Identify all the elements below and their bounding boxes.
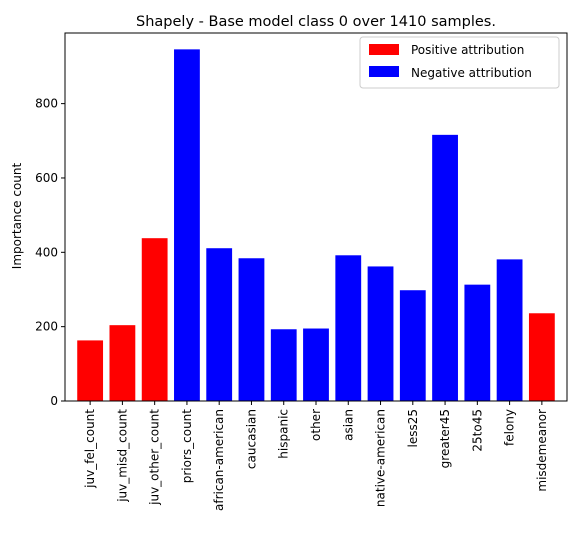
x-tick-label: hispanic <box>277 409 291 459</box>
x-tick-label: less25 <box>406 409 420 448</box>
x-tick-label: greater45 <box>438 409 452 468</box>
x-tick-label: juv_misd_count <box>115 409 129 503</box>
y-tick-label: 800 <box>35 97 58 111</box>
y-tick-label: 0 <box>50 394 58 408</box>
legend-swatch-positive <box>369 44 399 55</box>
x-tick-label: other <box>309 409 323 441</box>
legend-label-negative: Negative attribution <box>411 66 532 80</box>
x-tick-label: priors_count <box>180 409 194 484</box>
x-axis-ticks: juv_fel_count juv_misd_count juv_other_cou… <box>83 401 549 511</box>
legend-box <box>359 36 560 89</box>
legend: Positive attribution Negative attributio… <box>359 36 560 89</box>
y-axis-ticks: 0 200 400 600 800 <box>35 97 65 408</box>
x-tick-label: felony <box>503 409 517 446</box>
bar-african-american <box>206 248 233 401</box>
x-tick-label: caucasian <box>244 409 258 469</box>
y-axis-label: Importance count <box>10 162 24 269</box>
bar-felony <box>496 259 523 401</box>
bar-juv_other_count <box>141 238 168 401</box>
x-tick-label: asian <box>341 409 355 441</box>
bars <box>77 49 555 402</box>
x-tick-label: juv_fel_count <box>83 409 97 489</box>
legend-swatch-negative <box>369 66 399 77</box>
x-tick-label: african-american <box>212 409 226 511</box>
x-tick-label: juv_other_count <box>148 409 162 506</box>
bar-greater45 <box>432 134 458 401</box>
bar-less25 <box>399 290 426 401</box>
legend-label-positive: Positive attribution <box>411 43 524 57</box>
chart-title: Shapely - Base model class 0 over 1410 s… <box>136 14 496 30</box>
y-tick-label: 400 <box>35 245 58 259</box>
bar-hispanic <box>270 329 297 401</box>
y-tick-label: 600 <box>35 171 58 185</box>
bar-native-american <box>367 266 394 401</box>
plot-frame <box>64 32 568 402</box>
x-tick-label: misdemeanor <box>535 409 549 492</box>
bar-25to45 <box>464 284 491 401</box>
bar-misdemeanor <box>528 313 555 401</box>
bar-asian <box>335 255 362 401</box>
y-tick-label: 200 <box>35 320 58 334</box>
bar-caucasian <box>238 258 265 401</box>
bar-priors_count <box>174 49 200 402</box>
x-tick-label: native-american <box>374 409 388 507</box>
bar-other <box>303 328 329 401</box>
bar-juv_fel_count <box>77 340 104 401</box>
x-tick-label: 25to45 <box>470 409 484 452</box>
bar-juv_misd_count <box>109 325 136 401</box>
